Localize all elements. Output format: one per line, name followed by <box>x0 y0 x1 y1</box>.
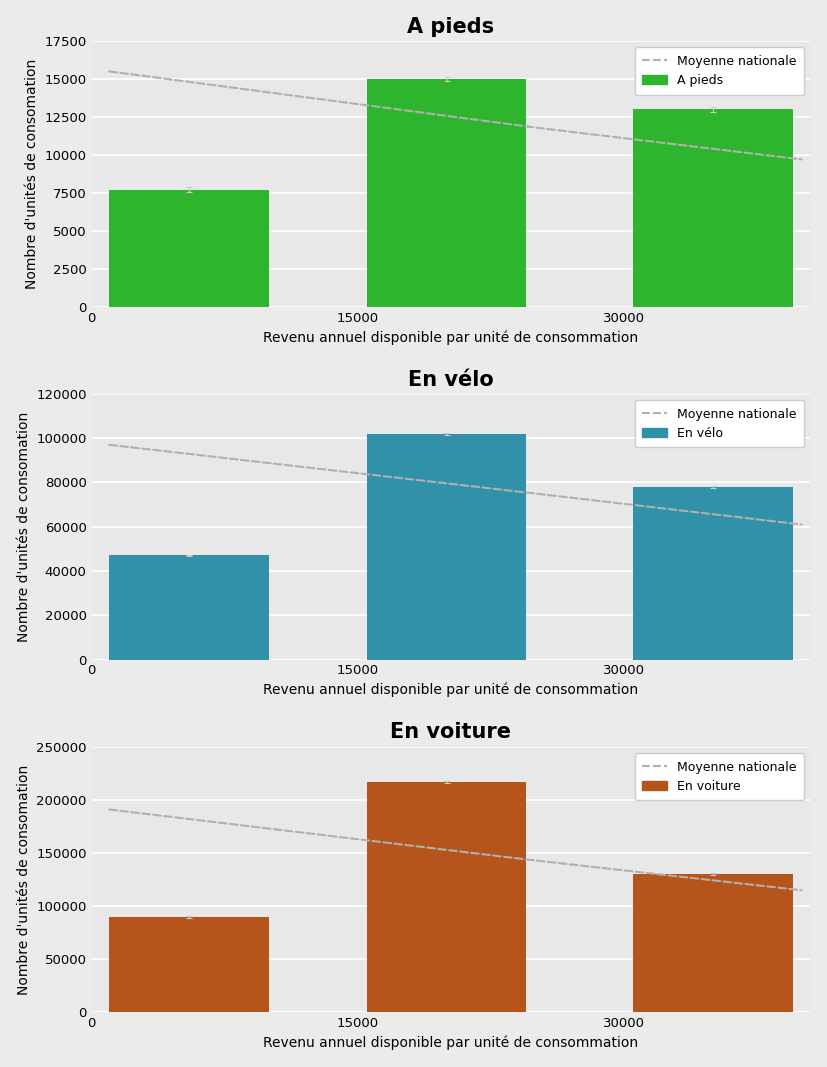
Title: En voiture: En voiture <box>390 722 511 743</box>
Bar <box>109 917 269 1013</box>
X-axis label: Revenu annuel disponible par unité de consommation: Revenu annuel disponible par unité de co… <box>263 330 638 345</box>
Title: En vélo: En vélo <box>408 369 494 389</box>
Bar <box>109 190 269 306</box>
Bar <box>633 487 792 659</box>
Bar <box>366 782 526 1013</box>
Legend: Moyenne nationale, A pieds: Moyenne nationale, A pieds <box>634 47 804 95</box>
Y-axis label: Nombre d'unités de consomation: Nombre d'unités de consomation <box>17 412 31 642</box>
Bar <box>633 874 792 1013</box>
X-axis label: Revenu annuel disponible par unité de consommation: Revenu annuel disponible par unité de co… <box>263 1036 638 1050</box>
Bar <box>633 109 792 306</box>
Y-axis label: Nombre d'unités de consomation: Nombre d'unités de consomation <box>17 764 31 994</box>
Bar <box>366 79 526 306</box>
Y-axis label: Nombre d'unités de consomation: Nombre d'unités de consomation <box>25 59 39 289</box>
Title: A pieds: A pieds <box>408 17 495 36</box>
Legend: Moyenne nationale, En voiture: Moyenne nationale, En voiture <box>634 753 804 800</box>
X-axis label: Revenu annuel disponible par unité de consommation: Revenu annuel disponible par unité de co… <box>263 683 638 698</box>
Legend: Moyenne nationale, En vélo: Moyenne nationale, En vélo <box>634 400 804 447</box>
Bar <box>366 433 526 659</box>
Bar <box>109 556 269 659</box>
